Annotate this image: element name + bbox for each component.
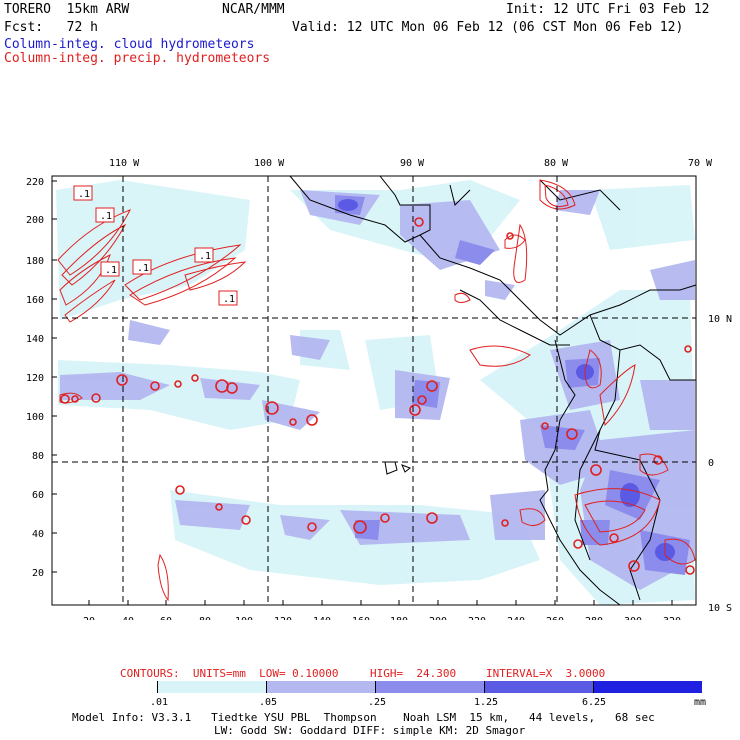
precip-cores bbox=[60, 217, 695, 575]
colorbar-cell bbox=[594, 681, 702, 693]
precip-contours bbox=[57, 179, 696, 602]
valid-time: Valid: 12 UTC Mon 06 Feb 12 (06 CST Mon … bbox=[292, 20, 684, 35]
y-tick-label: 80 bbox=[32, 451, 44, 462]
field-precip-label: Column-integ. precip. hydrometeors bbox=[4, 51, 271, 66]
x-tick-label: 160 bbox=[352, 616, 370, 620]
lat-label: 10 S bbox=[708, 603, 732, 614]
contour-label-box: .1 bbox=[218, 290, 238, 306]
model-title: TORERO 15km ARW bbox=[4, 2, 130, 17]
colorbar-label: 1.25 bbox=[474, 697, 499, 708]
model-info: Model Info: V3.3.1 Tiedtke YSU PBL Thomp… bbox=[72, 711, 655, 724]
colorbar-cell bbox=[376, 681, 485, 693]
x-tick-label: 220 bbox=[468, 616, 486, 620]
cloud-hydrometeor-shading bbox=[56, 180, 695, 605]
lat-label: 0 bbox=[708, 458, 714, 469]
x-tick-label: 240 bbox=[507, 616, 525, 620]
colorbar-unit: mm bbox=[694, 697, 707, 708]
lon-label: 90 W bbox=[400, 158, 425, 169]
lon-label: 110 W bbox=[109, 158, 140, 169]
colorbar-cell bbox=[52, 681, 158, 693]
y-tick-label: 140 bbox=[26, 334, 44, 345]
map-panel: .1 .1 .1 .1 .1 .1 110 W 100 W 90 W bbox=[26, 158, 732, 620]
x-tick-label: 140 bbox=[313, 616, 331, 620]
colorbar-label: .25 bbox=[368, 697, 387, 708]
x-tick-label: 60 bbox=[160, 616, 172, 620]
lon-label: 70 W bbox=[688, 158, 713, 169]
y-tick-label: 200 bbox=[26, 215, 44, 226]
x-tick-label: 320 bbox=[663, 616, 681, 620]
org-label: NCAR/MMM bbox=[222, 2, 285, 17]
x-tick-label: 40 bbox=[122, 616, 134, 620]
x-tick-label: 120 bbox=[274, 616, 292, 620]
x-tick-label: 300 bbox=[624, 616, 642, 620]
y-tick-label: 220 bbox=[26, 177, 44, 188]
colorbar-label: 6.25 bbox=[582, 697, 607, 708]
y-tick-label: 20 bbox=[32, 568, 44, 579]
svg-text:.1: .1 bbox=[223, 294, 235, 305]
contour-label-box: .1 bbox=[73, 185, 93, 201]
contour-units: CONTOURS: UNITS=mm LOW= 0.10000 bbox=[120, 667, 339, 680]
y-tick-label: 60 bbox=[32, 490, 44, 501]
y-tick-label: 40 bbox=[32, 529, 44, 540]
svg-text:.1: .1 bbox=[100, 211, 112, 222]
field-cloud-label: Column-integ. cloud hydrometeors bbox=[4, 37, 255, 52]
contour-interval: INTERVAL=X 3.0000 bbox=[486, 667, 606, 680]
colorbar-label: .01 bbox=[150, 697, 169, 708]
coastlines bbox=[289, 175, 697, 606]
map-frame bbox=[51, 175, 697, 606]
forecast-hour: Fcst: 72 h bbox=[4, 20, 98, 35]
lon-label: 100 W bbox=[254, 158, 285, 169]
colorbar-cell bbox=[485, 681, 594, 693]
svg-text:.1: .1 bbox=[137, 263, 149, 274]
colorbar-cell bbox=[158, 681, 267, 693]
svg-text:.1: .1 bbox=[199, 251, 211, 262]
lat-lon-grid bbox=[52, 176, 696, 605]
contour-label-box: .1 bbox=[194, 247, 214, 263]
y-tick-label: 180 bbox=[26, 256, 44, 267]
x-tick-label: 100 bbox=[235, 616, 253, 620]
contour-high: HIGH= 24.300 bbox=[370, 667, 457, 680]
physics-info: LW: Godd SW: Goddard DIFF: simple KM: 2D… bbox=[214, 724, 526, 737]
contour-labels: .1 .1 .1 .1 .1 .1 bbox=[73, 185, 238, 306]
svg-text:.1: .1 bbox=[78, 189, 90, 200]
contour-label-box: .1 bbox=[100, 261, 120, 277]
x-tick-label: 260 bbox=[546, 616, 564, 620]
y-tick-label: 100 bbox=[26, 412, 44, 423]
x-tick-label: 180 bbox=[390, 616, 408, 620]
lon-label: 80 W bbox=[544, 158, 569, 169]
x-tick-label: 20 bbox=[83, 616, 95, 620]
x-tick-label: 280 bbox=[585, 616, 603, 620]
contour-label-box: .1 bbox=[95, 207, 115, 223]
colorbar-cell bbox=[267, 681, 376, 693]
colorbar-label: .05 bbox=[259, 697, 278, 708]
axis-ticks bbox=[52, 180, 673, 605]
svg-text:.1: .1 bbox=[105, 265, 117, 276]
x-tick-label: 80 bbox=[199, 616, 211, 620]
axis-labels: 110 W 100 W 90 W 80 W 70 W 10 N 0 10 S 2… bbox=[26, 158, 732, 620]
lat-label: 10 N bbox=[708, 314, 732, 325]
contour-label-box: .1 bbox=[132, 259, 152, 275]
x-tick-label: 200 bbox=[429, 616, 447, 620]
init-time: Init: 12 UTC Fri 03 Feb 12 bbox=[506, 2, 710, 17]
y-tick-label: 160 bbox=[26, 295, 44, 306]
y-tick-label: 120 bbox=[26, 373, 44, 384]
